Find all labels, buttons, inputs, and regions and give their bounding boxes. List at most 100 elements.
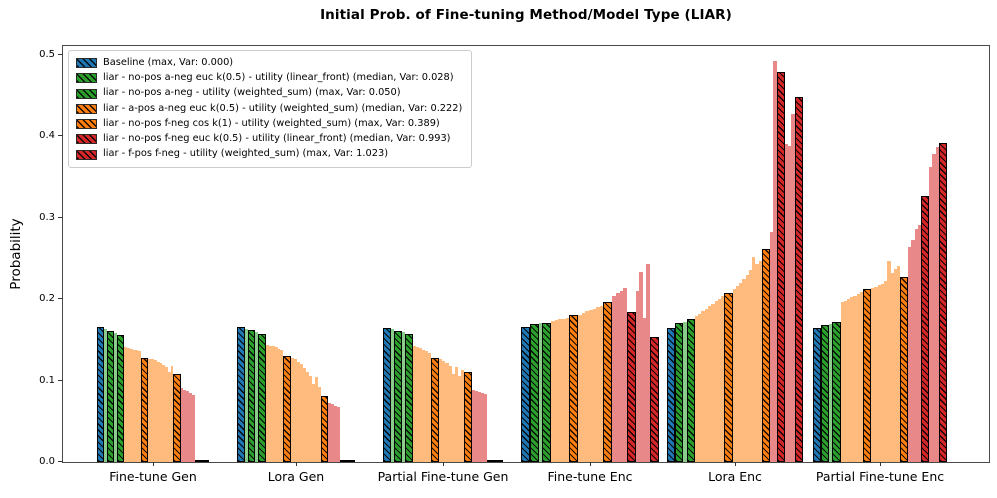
bar [305, 371, 309, 462]
bar-hatched [521, 326, 530, 462]
bar-hatched [650, 337, 659, 462]
bar-hatched [675, 323, 684, 462]
bar [293, 359, 297, 462]
y-tick-mark [58, 379, 63, 381]
bar [428, 352, 432, 462]
legend-entry: liar - no-pos a-neg euc k(0.5) - utility… [76, 72, 462, 84]
bar [623, 288, 627, 462]
bar [162, 365, 166, 462]
bar [460, 369, 464, 462]
x-tick-mark [296, 462, 297, 466]
bar [770, 232, 774, 462]
bar [704, 308, 708, 462]
bar [698, 313, 702, 462]
bar-hatched [117, 334, 125, 462]
bar [401, 332, 405, 462]
bar-hatched [921, 196, 930, 462]
y-axis-label: Probability [8, 218, 24, 290]
bar-hatched [900, 277, 909, 462]
bar-hatched [237, 326, 245, 462]
bar [454, 366, 458, 462]
legend-swatch-orange-hatched [76, 119, 97, 130]
bar [856, 294, 860, 462]
bar [911, 240, 915, 462]
bar [153, 360, 157, 462]
bar [474, 391, 479, 462]
bar [917, 224, 922, 462]
bar [167, 371, 171, 462]
bar [484, 393, 488, 462]
bar [415, 347, 419, 462]
bar [788, 145, 792, 462]
bar [791, 114, 795, 462]
legend-label: liar - no-pos f-neg euc k(0.5) - utility… [103, 133, 451, 145]
bar [422, 349, 426, 462]
bar [271, 346, 275, 462]
bar [114, 333, 118, 462]
bar [742, 278, 746, 462]
y-tick-label: 0.0 [39, 456, 55, 467]
bar [331, 404, 335, 462]
bar [635, 290, 640, 462]
bar [853, 295, 857, 462]
bar [186, 391, 190, 462]
bar-hatched [383, 327, 391, 462]
bar-group-fine-tune-enc [521, 264, 659, 462]
bar [191, 395, 195, 462]
bar-hatched [464, 372, 472, 462]
bar [739, 282, 743, 462]
legend-swatch-red-hatched [76, 149, 97, 160]
bar [642, 317, 647, 462]
bar [471, 389, 475, 462]
bar [478, 391, 482, 462]
bar-group-partial-fine-tune-gen [383, 327, 504, 462]
bar [581, 312, 586, 462]
bar-group-partial-fine-tune-enc [813, 142, 948, 462]
bar [311, 383, 315, 462]
bar [317, 387, 321, 462]
bar [735, 286, 740, 462]
bar [592, 308, 597, 462]
bar-hatched [542, 322, 552, 462]
bar [481, 392, 485, 462]
bar [390, 329, 394, 462]
bar [846, 299, 851, 462]
bar [646, 264, 651, 462]
x-tick-label-partial-fine-tune-enc: Partial Fine-tune Enc [815, 469, 945, 484]
bar [291, 357, 294, 462]
bar-group-lora-gen [237, 326, 356, 462]
bar-hatched [320, 396, 329, 462]
legend-label: liar - no-pos f-neg cos k(1) - utility (… [103, 117, 440, 129]
bar [565, 317, 570, 462]
bar [752, 257, 756, 462]
bar [935, 147, 939, 462]
legend-entry: liar - f-pos f-neg - utility (weighted_s… [76, 148, 462, 160]
bar [721, 295, 725, 462]
bar [932, 153, 936, 462]
bar-hatched [667, 327, 676, 462]
bar-hatched [821, 325, 830, 462]
plot-area: Baseline (max, Var: 0.000) liar - no-pos … [39, 45, 990, 484]
legend-label: Baseline (max, Var: 0.000) [103, 57, 234, 68]
bar [639, 272, 643, 462]
legend-swatch-green-hatched [76, 88, 97, 99]
x-tick-mark [735, 462, 736, 466]
bar [588, 310, 593, 462]
bar [308, 375, 312, 462]
y-tick-label: 0.1 [39, 374, 55, 386]
x-tick-label-partial-fine-tune-gen: Partial Fine-tune Gen [377, 469, 509, 484]
legend-entry: liar - a-pos a-neg euc k(0.5) - utility … [76, 103, 462, 115]
bar [717, 299, 722, 462]
bar [302, 367, 306, 462]
bar [596, 307, 600, 462]
bar-hatched [529, 324, 539, 462]
bar [274, 347, 278, 462]
bar [908, 246, 912, 462]
bar [874, 286, 878, 462]
bar [615, 293, 620, 462]
bar-hatched [603, 302, 613, 462]
bar [296, 361, 300, 462]
legend-swatch-red-hatched [76, 134, 97, 145]
bar [104, 329, 108, 462]
